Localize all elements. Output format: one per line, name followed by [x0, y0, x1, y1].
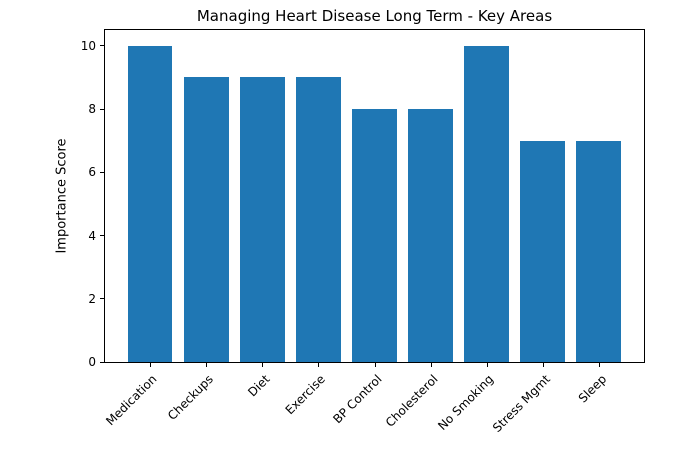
- x-tick-mark: [150, 363, 152, 367]
- y-tick-label: 2: [88, 291, 96, 306]
- bar-bp-control: [352, 109, 397, 362]
- x-tick-mark: [486, 363, 488, 367]
- x-tick-mark: [262, 363, 264, 367]
- bar-exercise: [295, 77, 341, 362]
- y-tick-label: 10: [80, 38, 96, 53]
- bar-slot: [290, 30, 346, 362]
- y-tick-mark: [100, 235, 104, 237]
- y-tick-mark: [100, 298, 104, 300]
- y-tick: 4: [88, 229, 105, 243]
- bar-stress-mgmt: [520, 140, 566, 362]
- bar-slot: [122, 30, 178, 362]
- y-tick: 6: [88, 165, 105, 179]
- x-axis-ticks: Medication Checkups Diet Exercise BP Control…: [104, 362, 627, 450]
- x-tick-label-bp-control: BP Control: [330, 372, 385, 427]
- chart-title: Managing Heart Disease Long Term - Key A…: [196, 7, 553, 25]
- x-tick-mark: [318, 363, 320, 367]
- x-tick-label-sleep: Sleep: [575, 372, 609, 406]
- bar-slot: [403, 30, 459, 362]
- y-tick-label: 6: [88, 165, 96, 180]
- y-tick-mark: [100, 171, 104, 173]
- y-tick: 2: [88, 292, 105, 306]
- bar-no-smoking: [464, 45, 510, 362]
- x-tick-label-diet: Diet: [244, 372, 273, 400]
- x-tick-label-no-smoking: No Smoking: [435, 372, 497, 434]
- y-tick: 10: [81, 39, 105, 53]
- bar-slot: [346, 30, 402, 362]
- y-axis-label: Importance Score: [54, 138, 70, 254]
- y-tick-label: 0: [88, 355, 96, 369]
- bar-slot: [515, 30, 571, 362]
- x-tick-label-medication: Medication: [103, 372, 160, 429]
- y-tick-label: 8: [88, 102, 96, 117]
- y-tick: 0: [88, 355, 105, 369]
- bar-slot: [571, 30, 627, 362]
- bar-slot: [178, 30, 234, 362]
- bars-container: [105, 30, 644, 362]
- y-tick: 8: [88, 102, 105, 116]
- x-tick-mark: [374, 363, 376, 367]
- x-tick-mark: [542, 363, 544, 367]
- y-tick-mark: [100, 108, 104, 110]
- y-tick-label: 4: [88, 228, 96, 243]
- y-tick-mark: [100, 45, 104, 47]
- bar-checkups: [183, 77, 229, 362]
- bar-slot: [459, 30, 515, 362]
- x-tick-mark: [430, 363, 432, 367]
- plot-area: 0 2 4 6 8 10 Medication Checkups Diet Exercise BP…: [81, 29, 645, 435]
- x-tick-mark: [206, 363, 208, 367]
- bar-slot: [234, 30, 290, 362]
- x-tick-label-cholesterol: Cholesterol: [382, 372, 441, 430]
- x-tick-label-checkups: Checkups: [165, 372, 217, 423]
- bar-medication: [127, 45, 173, 362]
- x-tick-label-exercise: Exercise: [283, 372, 329, 418]
- bar-sleep: [576, 140, 622, 362]
- bar-cholesterol: [408, 109, 454, 362]
- y-tick-mark: [100, 361, 104, 363]
- bar-diet: [239, 77, 285, 362]
- x-tick-mark: [598, 363, 600, 367]
- x-tick-label-stress-mgmt: Stress Mgmt: [489, 372, 553, 435]
